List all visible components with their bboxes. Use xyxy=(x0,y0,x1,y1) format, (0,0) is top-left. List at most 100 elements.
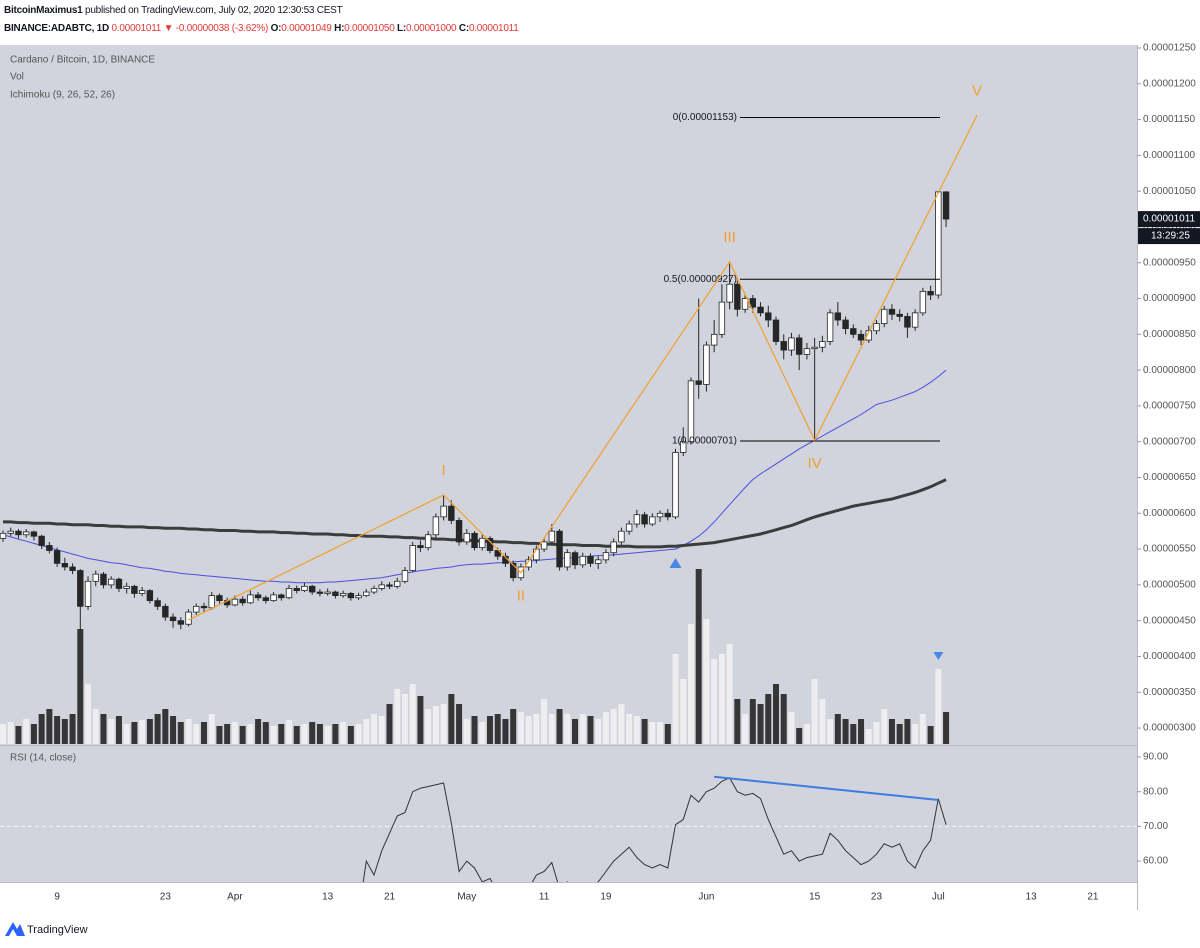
candle-body xyxy=(131,585,138,594)
y-tick-label: 0.00000600 xyxy=(1143,508,1196,519)
volume-bar xyxy=(912,724,919,744)
volume-bar xyxy=(757,704,764,744)
volume-bar xyxy=(765,694,772,744)
volume-bar xyxy=(278,724,285,744)
volume-bar xyxy=(347,726,354,744)
candle-body xyxy=(455,520,463,543)
volume-bar xyxy=(123,724,130,744)
candle-body xyxy=(386,584,393,587)
candle-body xyxy=(239,598,246,604)
volume-bar xyxy=(695,569,702,744)
rsi-y-tick-label: 60.00 xyxy=(1143,856,1168,867)
volume-bar xyxy=(239,726,246,744)
volume-bar xyxy=(881,709,888,744)
volume-bar xyxy=(170,716,177,744)
x-tick-label: 23 xyxy=(160,892,172,903)
y-tick-label: 0.00001250 xyxy=(1143,43,1196,54)
open-label: O: xyxy=(270,23,282,34)
candle-body xyxy=(108,578,115,586)
y-tick-label: 0.00001150 xyxy=(1143,114,1196,125)
volume-bar xyxy=(456,704,463,744)
candle-body xyxy=(595,559,602,564)
candle-body xyxy=(873,323,880,332)
volume-bar xyxy=(742,714,749,744)
candle-body xyxy=(123,585,130,589)
volume-bar xyxy=(788,712,795,744)
x-tick-label: 21 xyxy=(1087,892,1099,903)
close-label: C: xyxy=(458,23,469,34)
x-tick-label: 9 xyxy=(54,892,60,903)
volume-bar xyxy=(610,709,617,744)
y-tick-label: 0.00001000 xyxy=(1143,222,1196,233)
y-tick-label: 0.00000300 xyxy=(1143,723,1196,734)
volume-bar xyxy=(633,716,640,744)
candle-body xyxy=(417,545,424,549)
candle-body xyxy=(448,505,455,521)
low-label: L: xyxy=(397,23,406,34)
candle-body xyxy=(757,306,764,314)
candle-body xyxy=(262,597,270,602)
candle-body xyxy=(579,555,586,566)
rsi-legend: RSI (14, close) xyxy=(10,753,76,764)
volume-bar xyxy=(711,659,718,744)
fib-label: 0(0.00001153) xyxy=(673,112,737,123)
volume-bar xyxy=(363,719,370,744)
candle-body xyxy=(0,532,7,539)
candle-body xyxy=(378,584,385,589)
candle-body xyxy=(649,516,656,525)
byline: BitcoinMaximus1 published on TradingView… xyxy=(4,2,519,20)
fib-label: 0.5(0.00000927) xyxy=(664,274,737,285)
volume-bar xyxy=(896,724,903,744)
y-tick-label: 0.00001100 xyxy=(1143,150,1196,161)
close: 0.00001011 xyxy=(468,23,519,34)
candle-body xyxy=(834,312,842,321)
y-tick-label: 0.00000800 xyxy=(1143,365,1196,376)
volume-bar xyxy=(193,724,200,744)
candle-body xyxy=(316,591,324,594)
candle-body xyxy=(193,605,200,613)
x-tick-label: 13 xyxy=(322,892,334,903)
candle-body xyxy=(548,530,556,543)
candle-body xyxy=(440,505,447,518)
wave-line xyxy=(188,115,978,621)
candle-body xyxy=(587,555,594,564)
candle-body xyxy=(811,346,818,350)
candle-body xyxy=(842,319,849,330)
rsi-trendline xyxy=(714,775,939,802)
volume-bar xyxy=(865,729,872,744)
y-tick-label: 0.00000450 xyxy=(1143,615,1196,626)
volume-bar xyxy=(216,726,223,744)
volume-bar xyxy=(92,709,99,744)
signal-up xyxy=(669,558,682,568)
volume-bar xyxy=(919,714,926,744)
candle-body xyxy=(162,605,169,618)
volume-bar xyxy=(649,722,656,744)
y-tick-label: 0.00001050 xyxy=(1143,186,1196,197)
candle-body xyxy=(610,541,617,554)
candle-body xyxy=(432,516,440,536)
change-arrow: ▼ xyxy=(163,23,174,34)
candle-body xyxy=(850,328,857,335)
candle-body xyxy=(927,290,934,296)
candle-body xyxy=(401,570,409,582)
volume-bar xyxy=(664,724,671,744)
candle-body xyxy=(69,566,76,571)
volume-bar xyxy=(842,719,849,744)
x-tick-label: May xyxy=(457,892,476,903)
rsi-y-tick-label: 90.00 xyxy=(1143,752,1168,763)
volume-bar xyxy=(386,704,393,744)
volume-bar xyxy=(316,724,323,744)
volume-bar xyxy=(657,722,664,744)
volume-bar xyxy=(541,699,548,744)
volume-bar xyxy=(641,719,648,744)
byline-text: published on TradingView.com, July 02, 2… xyxy=(85,5,343,16)
candle-body xyxy=(680,441,687,453)
candle-body xyxy=(7,530,14,534)
open: 0.00001049 xyxy=(281,23,332,34)
volume-bar xyxy=(286,720,293,744)
volume-bar xyxy=(479,722,486,744)
volume-bar xyxy=(680,679,687,744)
countdown-box xyxy=(1138,228,1200,245)
candle-body xyxy=(216,595,223,602)
volume-bar xyxy=(177,722,184,744)
